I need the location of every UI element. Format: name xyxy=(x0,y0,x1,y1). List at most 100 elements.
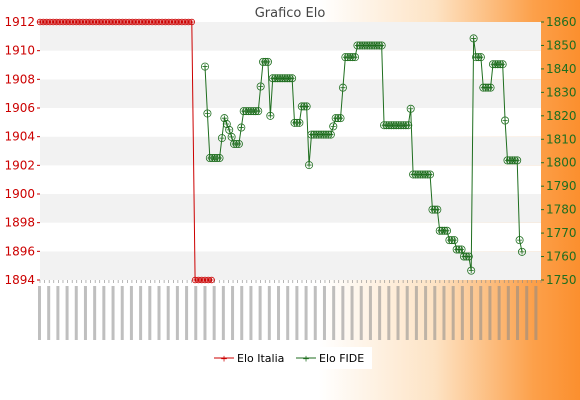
x-axis-ticks xyxy=(38,280,542,340)
x-tick-label-blur xyxy=(83,286,87,340)
fide-point-cross xyxy=(444,228,450,234)
right-tick-label: 1820 xyxy=(546,109,577,123)
x-tick-label-blur xyxy=(295,286,299,340)
fide-point-cross xyxy=(289,75,295,81)
x-tick-label-blur xyxy=(451,286,455,340)
x-tick-label-blur xyxy=(166,286,170,340)
x-tick-label-blur xyxy=(221,286,225,340)
x-tick-label-blur xyxy=(212,286,216,340)
fide-point xyxy=(338,83,347,92)
fide-point-cross xyxy=(258,84,264,89)
chart-title: Grafico Elo xyxy=(255,6,326,21)
series-elo-fide xyxy=(200,34,527,275)
fide-point-cross xyxy=(255,108,261,114)
right-tick-label: 1750 xyxy=(546,273,577,287)
x-tick-label-blur xyxy=(56,286,60,340)
right-tick-label: 1810 xyxy=(546,132,577,146)
grid-band xyxy=(40,22,541,51)
x-tick-label-blur xyxy=(65,286,69,340)
x-tick-label-blur xyxy=(405,286,409,340)
fide-point-cross xyxy=(468,268,474,274)
fide-point-cross xyxy=(478,54,484,60)
left-y-axis: 1894 1896 1898 1900 1902 1904 1906 1908 1910 1912 xyxy=(4,15,40,287)
left-tick-label: 1906 xyxy=(4,101,35,115)
x-tick-label-blur xyxy=(286,286,290,340)
fide-point xyxy=(234,139,243,148)
fide-point-cross xyxy=(340,85,346,91)
left-tick-label: 1908 xyxy=(4,72,35,86)
grid-band xyxy=(40,136,541,166)
legend-marker-italia: + xyxy=(220,355,228,365)
x-tick-label-blur xyxy=(378,286,382,340)
x-tick-label-blur xyxy=(341,286,345,340)
fide-point xyxy=(288,74,297,83)
fide-point-cross xyxy=(466,254,472,260)
fide-point xyxy=(464,252,473,261)
fide-point xyxy=(515,236,524,245)
fide-point xyxy=(469,34,478,43)
fide-point-cross xyxy=(226,127,232,133)
fide-point-cross xyxy=(221,115,227,121)
fide-point-cross xyxy=(229,134,235,140)
fide-point-cross xyxy=(338,115,344,121)
fide-point xyxy=(433,205,442,214)
legend-box xyxy=(210,347,372,369)
series-elo-italia xyxy=(36,18,215,284)
x-tick-label-blur xyxy=(497,286,501,340)
x-tick-label-blur xyxy=(516,286,520,340)
legend-label-fide: Elo FIDE xyxy=(319,352,364,365)
x-tick-label-blur xyxy=(93,286,97,340)
fide-point xyxy=(295,118,304,127)
left-tick-label: 1898 xyxy=(4,216,35,230)
left-tick-label: 1910 xyxy=(4,44,35,58)
fide-point xyxy=(302,102,311,111)
italia-point xyxy=(208,276,215,284)
fide-point-cross xyxy=(451,237,457,243)
x-tick-label-blur xyxy=(240,286,244,340)
fide-point xyxy=(220,114,229,123)
x-tick-label-blur xyxy=(525,286,529,340)
x-tick-label-blur xyxy=(368,286,372,340)
fide-point xyxy=(256,82,265,91)
x-tick-label-blur xyxy=(424,286,428,340)
x-tick-label-blur xyxy=(359,286,363,340)
fide-point xyxy=(518,247,527,256)
right-tick-label: 1770 xyxy=(546,226,577,240)
fide-point xyxy=(266,111,275,120)
fide-point xyxy=(203,109,212,118)
fide-point-cross xyxy=(352,54,358,60)
fide-point xyxy=(351,53,360,62)
fide-point xyxy=(467,266,476,275)
fide-point xyxy=(237,123,246,132)
italia-point xyxy=(188,18,195,26)
fide-point-cross xyxy=(514,157,520,163)
right-tick-label: 1830 xyxy=(546,85,577,99)
fide-point-cross xyxy=(202,64,208,70)
x-tick-label-blur xyxy=(148,286,152,340)
grid-band xyxy=(40,165,541,194)
fide-point-cross xyxy=(500,61,506,67)
x-tick-label-blur xyxy=(387,286,391,340)
right-tick-label: 1790 xyxy=(546,179,577,193)
fide-point-cross xyxy=(517,237,523,243)
x-tick-label-blur xyxy=(203,286,207,340)
legend: + Elo Italia + Elo FIDE xyxy=(210,347,372,369)
fide-point-cross xyxy=(306,162,312,168)
x-tick-label-blur xyxy=(185,286,189,340)
grid-bands xyxy=(40,22,541,280)
fide-point xyxy=(406,104,415,113)
fide-point-cross xyxy=(427,171,433,177)
fide-point xyxy=(329,122,338,131)
fide-point-cross xyxy=(379,42,385,48)
x-tick-label-blur xyxy=(479,286,483,340)
fide-point xyxy=(426,170,435,179)
fide-point xyxy=(450,236,459,245)
left-tick-label: 1894 xyxy=(4,273,35,287)
left-tick-label: 1904 xyxy=(4,130,35,144)
grid-band xyxy=(40,251,541,280)
x-tick-label-blur xyxy=(414,286,418,340)
fide-point xyxy=(486,83,495,92)
right-tick-label: 1840 xyxy=(546,62,577,76)
